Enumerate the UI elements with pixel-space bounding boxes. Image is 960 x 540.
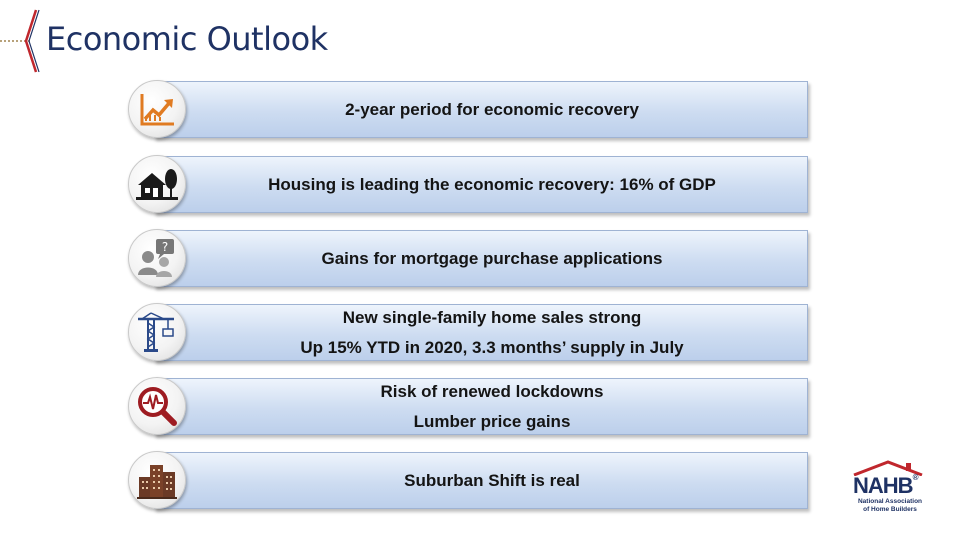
item-text: Suburban Shift is real	[404, 470, 580, 490]
logo-wordmark: NAHB®	[853, 473, 918, 498]
roof-icon	[853, 460, 923, 476]
item-text: New single-family home sales strong	[342, 307, 642, 327]
title-bracket-icon	[24, 9, 40, 73]
item-bar: Suburban Shift is real	[154, 452, 808, 509]
magnifier-pulse-icon	[128, 377, 186, 435]
item-bar: 2-year period for economic recovery	[154, 81, 808, 138]
item-text: Lumber price gains	[413, 411, 571, 431]
item-bar: Risk of renewed lockdowns Lumber price g…	[154, 378, 808, 435]
construction-crane-icon	[128, 303, 186, 361]
list-item: ? Gains for mortgage purchase applicatio…	[128, 229, 808, 289]
logo-subtitle: National Association of Home Builders	[857, 498, 923, 513]
item-bar: Gains for mortgage purchase applications	[154, 230, 808, 287]
list-item: Risk of renewed lockdowns Lumber price g…	[128, 377, 808, 437]
list-item: Housing is leading the economic recovery…	[128, 155, 808, 215]
item-bar: New single-family home sales strong Up 1…	[154, 304, 808, 361]
house-tree-icon	[128, 155, 186, 213]
item-text: Risk of renewed lockdowns	[380, 381, 604, 401]
people-question-icon: ?	[128, 229, 186, 287]
page-title: Economic Outlook	[46, 20, 328, 58]
nahb-logo: NAHB® National Association of Home Build…	[848, 460, 928, 518]
decorative-dotted-line	[0, 40, 30, 42]
svg-text:?: ?	[162, 240, 168, 254]
item-text: 2-year period for economic recovery	[345, 99, 639, 119]
item-bar: Housing is leading the economic recovery…	[154, 156, 808, 213]
list-item: Suburban Shift is real	[128, 451, 808, 511]
item-text: Gains for mortgage purchase applications	[321, 248, 663, 268]
list-item: 2-year period for economic recovery	[128, 80, 808, 140]
item-text: Up 15% YTD in 2020, 3.3 months’ supply i…	[300, 337, 684, 357]
item-text: Housing is leading the economic recovery…	[268, 174, 716, 194]
city-buildings-icon	[128, 451, 186, 509]
list-item: New single-family home sales strong Up 1…	[128, 303, 808, 363]
growth-chart-icon	[128, 80, 186, 138]
